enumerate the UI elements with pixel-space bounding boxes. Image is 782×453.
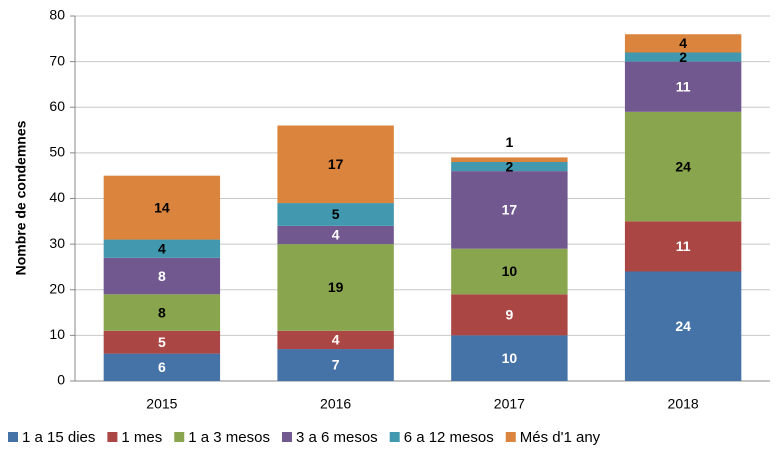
data-label: 8 [158, 268, 166, 284]
bar-segment [624, 34, 742, 53]
bar-segment [451, 294, 568, 336]
data-label: 11 [676, 78, 691, 94]
legend-swatch [174, 432, 185, 442]
bar-segment [624, 61, 742, 112]
bar-segment [277, 330, 394, 350]
y-tick-label: 60 [49, 98, 65, 114]
bar-segment [277, 225, 394, 245]
data-label: 2 [505, 158, 513, 174]
legend-label: 3 a 6 mesos [296, 429, 378, 446]
y-tick-label: 10 [49, 326, 65, 342]
bar-segment [451, 157, 568, 162]
bar-segment [103, 257, 221, 295]
legend-label: 1 a 3 mesos [188, 429, 270, 446]
legend-label: 1 a 15 dies [22, 429, 95, 446]
bar-segment [624, 271, 742, 381]
bar-segment [277, 244, 394, 331]
y-tick-label: 80 [49, 7, 65, 23]
data-label: 17 [502, 202, 518, 218]
legend-swatch [107, 432, 118, 442]
data-label: 11 [676, 238, 691, 254]
bar-segment [451, 162, 568, 172]
data-label: 1 [505, 134, 513, 150]
data-label: 4 [332, 227, 340, 243]
data-label: 17 [328, 156, 344, 172]
legend-label: Més d'1 any [520, 429, 601, 446]
bar-segment [277, 349, 394, 381]
y-tick-label: 20 [49, 280, 65, 296]
legend-swatch [389, 432, 400, 442]
data-label: 5 [158, 334, 166, 350]
legend-label: 1 mes [121, 429, 162, 446]
bar-segment [103, 353, 221, 381]
x-tick-label: 2015 [146, 396, 177, 412]
data-label: 14 [154, 199, 170, 215]
y-tick-label: 0 [57, 372, 65, 388]
data-label: 24 [675, 318, 691, 334]
bar-segment [451, 171, 568, 249]
y-tick-label: 70 [49, 52, 65, 68]
bar-segment [451, 335, 568, 381]
data-label: 8 [158, 304, 166, 320]
y-tick-label: 50 [49, 144, 65, 160]
y-tick-label: 30 [49, 235, 65, 251]
data-label: 19 [328, 279, 344, 295]
y-tick-label: 40 [49, 189, 65, 205]
data-label: 7 [332, 357, 340, 373]
data-label: 24 [675, 158, 691, 174]
bar-segment [103, 239, 221, 258]
data-label: 6 [158, 359, 166, 375]
data-label: 10 [502, 263, 518, 279]
bar-segment [103, 330, 221, 354]
y-axis-label: Nombre de condemnes [13, 120, 29, 275]
bar-segment [451, 248, 568, 295]
data-label: 5 [332, 206, 340, 222]
bar-segment [103, 175, 221, 240]
bar-segment [624, 221, 742, 272]
bar-segment [624, 52, 742, 62]
data-label: 9 [505, 307, 513, 323]
legend-label: 6 a 12 mesos [404, 429, 494, 446]
x-tick-label: 2018 [668, 396, 699, 412]
bar-segment [277, 203, 394, 226]
data-label: 2 [679, 49, 687, 65]
data-label: 4 [332, 332, 340, 348]
data-label: 4 [158, 240, 166, 256]
legend-swatch [505, 432, 516, 442]
x-tick-label: 2016 [320, 396, 351, 412]
x-tick-label: 2017 [494, 396, 525, 412]
legend-swatch [8, 432, 18, 442]
bar-segment [277, 125, 394, 204]
legend-swatch [281, 432, 292, 442]
bar-segment [103, 294, 221, 331]
data-label: 10 [502, 350, 518, 366]
data-label: 4 [679, 35, 687, 51]
bar-segment [624, 111, 742, 222]
